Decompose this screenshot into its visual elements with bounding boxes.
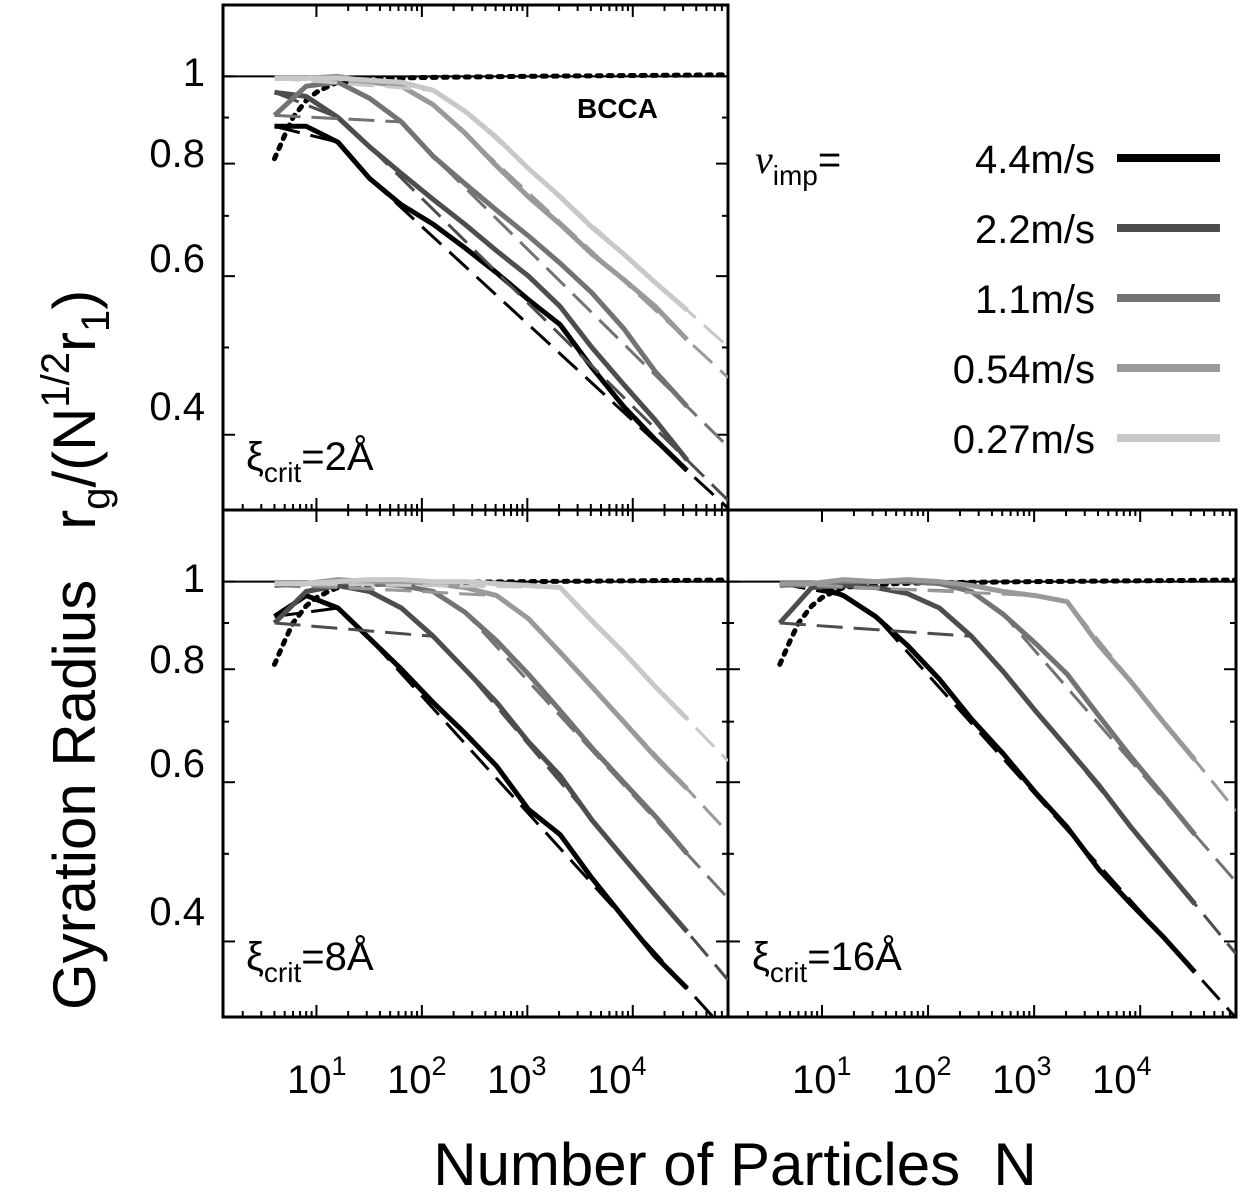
series-fit-line [779,582,1236,1017]
y-tick-label: 0.6 [149,742,205,786]
x-tick-label: 103 [992,1051,1052,1102]
x-tick-label: 103 [487,1051,547,1102]
series-line [274,123,689,473]
legend-entry-label: 2.2m/s [975,208,1095,252]
y-tick-label: 0.8 [149,132,205,176]
series-fit-line [274,606,716,1017]
series-bottom-right [777,577,1236,1017]
legend-entry-label: 4.4m/s [975,138,1095,182]
x-tick-label: 101 [287,1051,347,1102]
y-tick-label: 1 [183,51,205,95]
series-top-left [272,73,728,510]
series-fit-line [274,124,728,510]
legend-entry-label: 0.54m/s [953,348,1095,392]
series-fit-line [779,582,1236,812]
series-fit-line [779,621,1236,955]
y-tick-label: 0.4 [149,890,205,934]
x-tick-label: 101 [792,1051,852,1102]
series-line [274,75,689,313]
legend-swatches [1117,154,1220,442]
y-tick-labels: 1 0.8 0.6 0.4 1 0.8 0.6 0.4 [149,51,205,934]
series-bottom-left [272,577,728,1017]
x-tick-label: 102 [892,1051,952,1102]
series-line [273,593,689,991]
x-tick-label: 104 [587,1051,647,1102]
y-tick-label: 0.8 [149,638,205,682]
series-line [779,579,1197,837]
panel-label-xi-16: ξcrit=16Å [752,934,902,988]
bcca-curve [272,577,728,667]
panel-label-xi-2: ξcrit=2Å [246,434,374,488]
bcca-label: BCCA [577,93,658,124]
series-fit-line [779,584,1236,883]
series-line [272,79,689,409]
series-line [779,581,1197,974]
x-tick-label: 102 [387,1051,447,1102]
legend-entry-label: 1.1m/s [975,278,1095,322]
y-tick-label: 1 [183,557,205,601]
series-fit-line [274,76,728,348]
series-line [274,577,689,721]
x-tick-labels-left: 101 102 103 104 [287,1051,647,1102]
x-tick-labels-right: 101 102 103 104 [792,1051,1152,1102]
series-line [272,583,689,934]
legend: vimp= 4.4m/s 2.2m/s 1.1m/s 0.54m/s 0.27m… [755,137,1220,462]
y-tick-label: 0.4 [149,385,205,429]
panel-label-xi-8: ξcrit=8Å [246,934,374,988]
series-fit-line [274,582,728,834]
series-line [274,579,690,856]
series-fit-line [274,113,728,448]
series-fit-line [273,90,728,502]
panel-bottom-right-frame [726,508,1238,1019]
x-axis-title: Number of Particles N [433,1131,1037,1198]
series-fit-line [274,582,728,763]
series-fit-line [274,621,728,981]
legend-entry-label: 0.27m/s [953,418,1095,462]
x-tick-label: 104 [1092,1051,1152,1102]
y-axis-title: Gyration Radius rg/(N1/2r1) [34,290,118,1010]
y-tick-label: 0.6 [149,237,205,281]
series-line [777,583,1197,906]
series-fit-line [274,584,728,900]
legend-title: vimp= [755,137,841,191]
